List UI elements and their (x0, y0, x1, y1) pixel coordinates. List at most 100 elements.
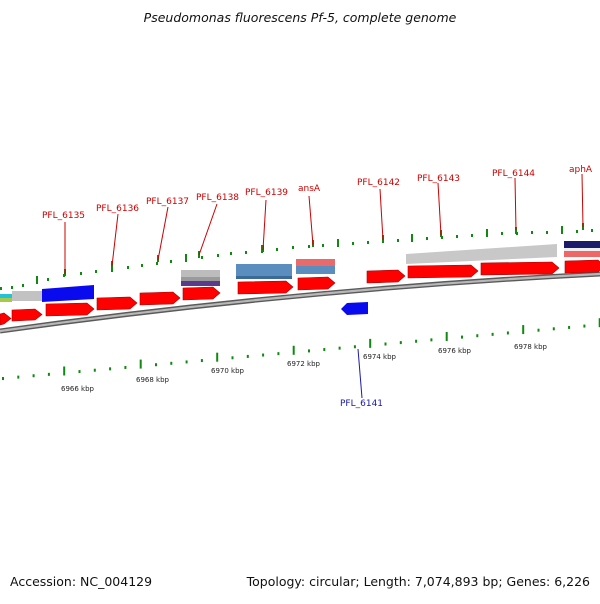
tick-mark (230, 252, 232, 255)
tick-mark (501, 232, 503, 235)
tick-mark (78, 370, 81, 374)
leader-line (308, 195, 314, 246)
tick-mark (93, 368, 96, 372)
tick-mark (127, 266, 129, 269)
tick-mark (262, 353, 265, 357)
feature-bar (181, 281, 220, 286)
feature-bar (564, 248, 600, 252)
tick-mark (367, 241, 369, 244)
map-title: Pseudomonas fluorescens Pf-5, complete g… (143, 10, 457, 25)
tick-mark (246, 354, 249, 358)
reverse-gene-label[interactable]: PFL_6141 (340, 399, 383, 409)
feature-track (0, 241, 600, 326)
tick-mark (124, 365, 127, 369)
gene-label[interactable]: PFL_6139 (245, 188, 288, 198)
scale-label: 6974 kbp (363, 353, 397, 361)
tick-mark (308, 349, 310, 353)
tick-mark (185, 254, 187, 262)
tick-mark (36, 276, 38, 284)
gene-label[interactable]: PFL_6142 (357, 178, 400, 188)
gene-label[interactable]: PFL_6144 (492, 169, 535, 179)
gene-label[interactable]: aphA (569, 165, 593, 175)
cds-arrow (237, 280, 294, 295)
tick-mark (22, 284, 24, 287)
scale-label: 6972 kbp (287, 360, 321, 368)
tick-mark (216, 352, 219, 362)
tick-mark (141, 264, 143, 267)
tick-mark (522, 325, 525, 335)
cds-arrow (96, 296, 138, 311)
tick-mark (537, 328, 540, 332)
tick-mark (583, 324, 586, 328)
tick-mark (531, 231, 533, 234)
feature-bar (181, 270, 220, 277)
tick-mark (552, 327, 555, 331)
gene-label[interactable]: PFL_6136 (96, 204, 139, 214)
cds-arrow (480, 261, 560, 276)
gene-label-group: PFL_6135 PFL_6136 PFL_6137 PFL_6138 PFL_… (42, 165, 593, 409)
tick-mark (491, 332, 494, 336)
leader-line (379, 188, 384, 241)
tick-mark (322, 244, 324, 247)
gene-label[interactable]: PFL_6135 (42, 211, 85, 221)
cds-arrow (407, 264, 479, 279)
tick-mark (461, 335, 463, 339)
tick-mark (95, 270, 97, 273)
cds-arrow (139, 291, 181, 306)
tick-mark (231, 356, 234, 360)
tick-mark (576, 230, 578, 233)
gene-label[interactable]: PFL_6138 (196, 193, 239, 203)
scale-label: 6968 kbp (136, 376, 170, 384)
tick-mark (217, 254, 219, 257)
gene-label[interactable]: ansA (298, 184, 321, 194)
tick-mark (292, 345, 295, 355)
gene-label[interactable]: PFL_6143 (417, 174, 460, 184)
tick-mark (245, 251, 247, 254)
scale-label: 6966 kbp (61, 385, 95, 393)
tick-mark (338, 346, 341, 350)
cds-arrow (45, 302, 95, 317)
leader-line (157, 206, 169, 261)
tick-mark (546, 231, 548, 234)
gene-label[interactable]: PFL_6137 (146, 197, 189, 207)
tick-mark (170, 260, 172, 263)
tick-mark (200, 359, 203, 363)
cds-arrow (11, 308, 43, 322)
leader-line-reverse (357, 348, 363, 399)
tick-mark (415, 339, 418, 343)
tick-mark (397, 239, 399, 242)
reverse-cds-arrow (341, 302, 368, 315)
cds-arrow (564, 259, 600, 274)
scale-label-group: 6966 kbp 6968 kbp 6970 kbp 6972 kbp 6974… (61, 343, 548, 393)
tick-mark (445, 331, 448, 341)
scale-label: 6970 kbp (211, 367, 245, 375)
tick-track (0, 223, 600, 380)
leader-line (262, 199, 267, 251)
tick-mark (506, 331, 509, 335)
tick-mark (591, 229, 593, 232)
tick-mark (47, 372, 50, 376)
leader-line (581, 173, 584, 228)
tick-mark (337, 239, 339, 247)
feature-bar (181, 277, 220, 281)
tick-mark (185, 360, 188, 364)
tick-mark (430, 338, 433, 342)
tick-mark (426, 237, 428, 240)
tick-mark (63, 366, 66, 376)
leader-line (198, 203, 218, 256)
tick-mark (170, 361, 173, 365)
tick-mark (11, 286, 13, 289)
tick-mark (486, 229, 488, 237)
tick-mark (369, 338, 372, 348)
tick-mark (277, 352, 280, 356)
tick-mark (441, 236, 443, 239)
tick-mark (353, 345, 356, 349)
tick-mark (471, 234, 473, 237)
tick-mark (139, 359, 142, 369)
tick-mark (568, 325, 571, 329)
leader-line (514, 177, 517, 231)
tick-mark (109, 367, 112, 371)
tick-mark (456, 235, 458, 238)
